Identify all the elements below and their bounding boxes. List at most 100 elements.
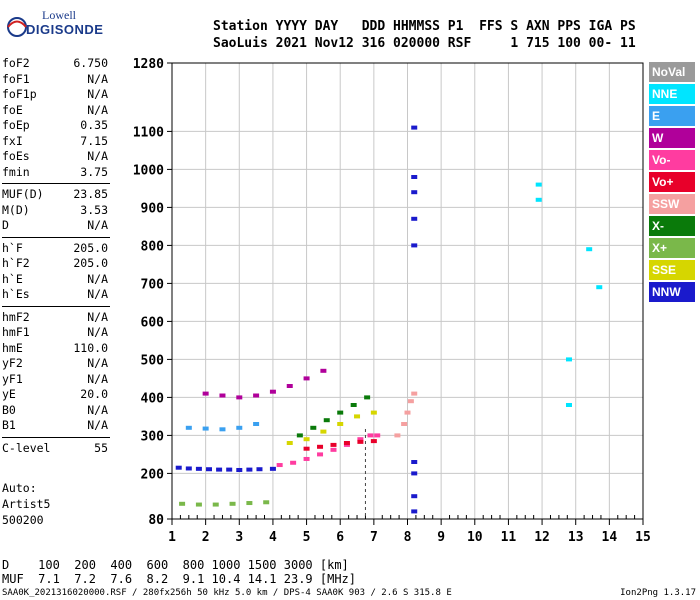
legend-item: Vo-: [649, 150, 695, 170]
param-label: h`F: [2, 240, 23, 255]
digisonde-logo: Lowell DIGISONDE: [4, 6, 103, 46]
param-value: 55: [94, 440, 108, 455]
param-value: 205.0: [73, 240, 108, 255]
legend-item: NNW: [649, 282, 695, 302]
echo-point: [212, 502, 219, 507]
echo-point: [370, 410, 377, 415]
echo-point: [357, 439, 364, 444]
param-label: hmF1: [2, 325, 30, 339]
echo-point: [236, 425, 243, 430]
x-tick-label: 11: [501, 530, 517, 545]
y-tick-label: 900: [141, 201, 165, 216]
param-row: foEs N/A: [2, 149, 108, 165]
y-tick-label: 1280: [133, 57, 164, 72]
param-value: N/A: [87, 325, 108, 339]
param-row: yF1 N/A: [2, 372, 108, 388]
x-tick-label: 14: [602, 530, 618, 545]
echo-point: [411, 494, 418, 499]
echo-point: [343, 441, 350, 445]
param-label: yE: [2, 387, 16, 401]
echo-point: [411, 471, 418, 476]
echo-point: [535, 197, 542, 202]
echo-point: [586, 247, 593, 252]
param-value: 20.0: [80, 387, 108, 401]
echo-point: [195, 502, 202, 507]
param-label: foF1: [2, 71, 30, 86]
param-row: C-level 55: [2, 441, 108, 457]
echo-point: [229, 501, 236, 506]
param-row: hmF1 N/A: [2, 325, 108, 341]
param-row: foF1 N/A: [2, 72, 108, 88]
param-label: fmin: [2, 164, 30, 179]
echo-point: [411, 243, 418, 248]
x-tick-label: 5: [303, 530, 311, 545]
param-value: N/A: [87, 71, 108, 86]
param-row: B1 N/A: [2, 418, 108, 434]
header-line-2: SaoLuis 2021 Nov12 316 020000 RSF 1 715 …: [213, 36, 636, 51]
echo-point: [330, 447, 337, 452]
param-row: h`F2 205.0: [2, 256, 108, 272]
param-value: N/A: [87, 149, 108, 163]
echo-point: [202, 426, 209, 431]
param-separator: [2, 236, 110, 238]
param-label: yF2: [2, 356, 23, 370]
echo-point: [535, 182, 542, 187]
y-tick-label: 600: [141, 315, 165, 330]
param-value: N/A: [87, 287, 108, 301]
legend-item: Vo+: [649, 172, 695, 192]
param-value: 0.35: [80, 118, 108, 132]
echo-point: [411, 216, 418, 221]
param-label: D: [2, 218, 9, 232]
param-label: foEs: [2, 149, 30, 163]
header-line-1: Station YYYY DAY DDD HHMMSS P1 FFS S AXN…: [213, 19, 636, 34]
y-tick-label: 800: [141, 239, 165, 254]
echo-point: [206, 467, 213, 472]
y-tick-label: 700: [141, 277, 165, 292]
param-label: B1: [2, 418, 16, 432]
echo-point: [411, 125, 418, 130]
echo-point: [411, 391, 418, 396]
x-tick-label: 12: [534, 530, 550, 545]
param-value: 110.0: [73, 340, 108, 355]
y-tick-label: 200: [141, 467, 165, 482]
param-row: M(D) 3.53: [2, 203, 108, 219]
echo-point: [286, 441, 293, 445]
param-separator: [2, 305, 110, 307]
param-value: N/A: [87, 271, 108, 286]
param-value: N/A: [87, 402, 108, 417]
echo-point: [253, 393, 260, 398]
param-value: N/A: [87, 309, 108, 324]
echo-point: [269, 389, 276, 394]
param-label: foF2: [2, 56, 30, 70]
param-label: MUF(D): [2, 187, 44, 201]
x-tick-label: 3: [235, 530, 243, 545]
echo-point: [179, 501, 186, 506]
x-tick-label: 1: [168, 530, 176, 545]
param-label: h`E: [2, 271, 23, 286]
echo-point: [290, 460, 297, 465]
param-label: B0: [2, 402, 16, 417]
echo-point: [370, 439, 377, 444]
param-value: N/A: [87, 418, 108, 432]
echo-point: [367, 433, 374, 438]
param-row: fxI 7.15: [2, 134, 108, 150]
param-value: N/A: [87, 87, 108, 101]
legend-item: SSW: [649, 194, 695, 214]
echo-point: [303, 437, 310, 442]
echo-point: [411, 509, 418, 514]
echo-point: [350, 403, 357, 407]
param-row: foF1p N/A: [2, 87, 108, 103]
echo-point: [276, 463, 283, 468]
echo-point: [357, 437, 364, 442]
echo-point: [256, 467, 263, 472]
echo-point: [303, 456, 310, 461]
x-tick-label: 9: [437, 530, 445, 545]
param-label: hmE: [2, 340, 23, 355]
y-tick-label: 300: [141, 429, 165, 444]
echo-point: [565, 357, 572, 362]
echo-point: [216, 467, 223, 472]
param-row: foF2 6.750: [2, 56, 108, 72]
param-label: h`Es: [2, 287, 30, 301]
x-tick-label: 7: [370, 530, 378, 545]
y-tick-label: 1100: [133, 125, 164, 140]
